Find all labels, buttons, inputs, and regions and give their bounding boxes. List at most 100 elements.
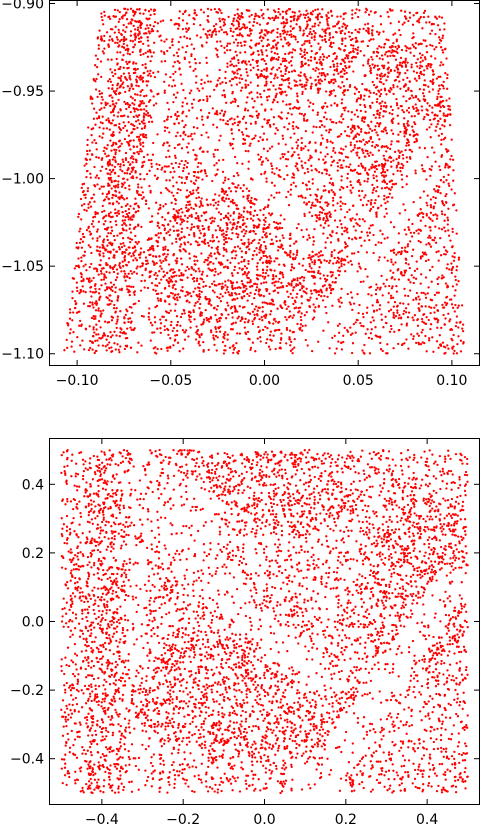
data-point <box>172 284 174 286</box>
data-point <box>156 133 158 135</box>
data-point <box>433 48 435 50</box>
data-point <box>140 226 142 228</box>
data-point <box>265 181 267 183</box>
data-point <box>369 107 371 109</box>
data-point <box>335 232 337 234</box>
data-point <box>225 309 227 311</box>
data-point <box>419 52 421 54</box>
data-point <box>258 43 260 45</box>
data-point <box>323 185 325 187</box>
data-point <box>117 315 119 317</box>
data-point <box>128 208 130 210</box>
data-point <box>337 270 339 272</box>
data-point <box>99 250 101 252</box>
data-point <box>112 131 114 133</box>
data-point <box>215 229 217 231</box>
data-point <box>332 271 334 273</box>
data-point <box>243 26 245 28</box>
data-point <box>439 237 441 239</box>
data-point <box>293 314 295 316</box>
data-point <box>148 307 150 309</box>
data-point <box>82 290 84 292</box>
data-point <box>303 14 305 16</box>
data-point <box>121 58 123 60</box>
data-point <box>249 230 251 232</box>
data-point <box>250 115 252 117</box>
data-point <box>441 274 443 276</box>
data-point <box>428 339 430 341</box>
data-point <box>374 202 376 204</box>
data-point <box>437 24 439 26</box>
data-point <box>173 208 175 210</box>
data-point <box>352 44 354 46</box>
data-point <box>431 29 433 31</box>
data-point <box>334 95 336 97</box>
data-point <box>453 256 455 258</box>
data-point <box>292 11 294 13</box>
data-point <box>353 323 355 325</box>
data-point <box>272 101 274 103</box>
data-point <box>364 156 366 158</box>
data-point <box>97 307 99 309</box>
data-point <box>110 281 112 283</box>
data-point <box>418 240 420 242</box>
data-point <box>254 225 256 227</box>
data-point <box>197 301 199 303</box>
data-point <box>282 100 284 102</box>
data-point <box>141 128 143 130</box>
data-point <box>351 309 353 311</box>
data-point <box>158 255 160 257</box>
data-point <box>115 220 117 222</box>
data-point <box>132 128 134 130</box>
data-point <box>164 165 166 167</box>
data-point <box>371 130 373 132</box>
data-point <box>107 321 109 323</box>
data-point <box>105 168 107 170</box>
data-point <box>304 54 306 56</box>
data-point <box>323 116 325 118</box>
data-point <box>369 92 371 94</box>
data-point <box>326 217 328 219</box>
data-point <box>80 256 82 258</box>
data-point <box>296 147 298 149</box>
data-point <box>66 339 68 341</box>
data-point <box>175 259 177 261</box>
data-point <box>351 263 353 265</box>
data-point <box>374 199 376 201</box>
data-point <box>288 254 290 256</box>
data-point <box>372 206 374 208</box>
data-point <box>115 149 117 151</box>
data-point <box>89 158 91 160</box>
data-point <box>127 8 129 10</box>
data-point <box>126 310 128 312</box>
data-point <box>418 75 420 77</box>
data-point <box>364 169 366 171</box>
data-point <box>325 90 327 92</box>
data-point <box>294 301 296 303</box>
data-point <box>291 280 293 282</box>
data-point <box>271 171 273 173</box>
data-point <box>233 56 235 58</box>
data-point <box>177 28 179 30</box>
data-point <box>215 23 217 25</box>
data-point <box>80 218 82 220</box>
data-point <box>166 127 168 129</box>
data-point <box>154 21 156 23</box>
data-point <box>371 184 373 186</box>
data-point <box>372 304 374 306</box>
data-point <box>214 253 216 255</box>
data-point <box>181 160 183 162</box>
data-point <box>355 152 357 154</box>
data-point <box>224 292 226 294</box>
data-point <box>442 314 444 316</box>
data-point <box>135 62 137 64</box>
data-point <box>236 332 238 334</box>
data-point <box>187 293 189 295</box>
data-point <box>125 216 127 218</box>
data-point <box>262 262 264 264</box>
data-point <box>250 39 252 41</box>
data-point <box>350 150 352 152</box>
data-point <box>404 149 406 151</box>
data-point <box>96 117 98 119</box>
data-point <box>189 257 191 259</box>
